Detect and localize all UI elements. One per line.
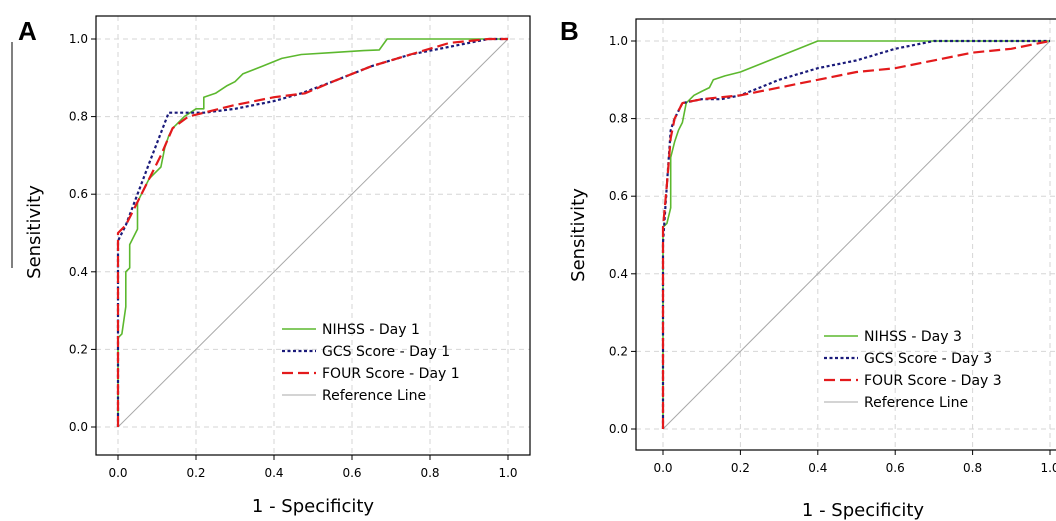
y-tick-label: 0.6 (69, 187, 88, 201)
x-tick-label: 0.0 (653, 461, 672, 475)
panel-letter: A (18, 16, 37, 46)
x-tick-label: 0.8 (963, 461, 982, 475)
x-tick-label: 0.2 (731, 461, 750, 475)
legend-label: GCS Score - Day 3 (864, 351, 992, 367)
y-tick-label: 0.8 (609, 112, 628, 126)
legend-label: Reference Line (322, 388, 426, 404)
series-line-reference-line (117, 38, 509, 428)
y-tick-label: 0.4 (69, 265, 88, 279)
x-tick-label: 0.6 (886, 461, 905, 475)
series-line-four-score-day-3 (661, 39, 1051, 429)
x-tick-label: 0.2 (186, 466, 205, 480)
y-tick-label: 1.0 (69, 32, 88, 46)
x-tick-label: 1.0 (498, 466, 517, 480)
y-axis-title: Sensitivity (24, 185, 45, 279)
y-tick-label: 0.6 (609, 189, 628, 203)
y-tick-label: 0.8 (69, 110, 88, 124)
x-tick-label: 0.0 (108, 466, 127, 480)
x-tick-label: 1.0 (1040, 461, 1056, 475)
x-axis-title: 1 - Specificity (252, 496, 375, 517)
series-line-nihss-day-1 (117, 38, 508, 427)
legend-label: FOUR Score - Day 3 (864, 373, 1002, 389)
plot-frame (635, 18, 1056, 451)
y-tick-label: 0.2 (69, 342, 88, 356)
y-tick-label: 0.0 (609, 422, 628, 436)
legend-label: Reference Line (864, 395, 968, 411)
y-tick-label: 0.4 (609, 267, 628, 281)
x-axis-title: 1 - Specificity (802, 500, 925, 521)
series-line-gcs-score-day-1 (116, 37, 508, 427)
y-axis-title: Sensitivity (568, 188, 589, 282)
legend-label: NIHSS - Day 3 (864, 329, 962, 345)
legend-label: FOUR Score - Day 1 (322, 366, 460, 382)
series-line-four-score-day-1 (116, 37, 508, 427)
x-tick-label: 0.8 (420, 466, 439, 480)
legend: NIHSS - Day 1 GCS Score - Day 1 FOUR Score… (282, 322, 460, 404)
x-tick-label: 0.4 (808, 461, 827, 475)
y-tick-label: 1.0 (609, 34, 628, 48)
y-tick-label: 0.2 (609, 344, 628, 358)
series-line-nihss-day-3 (662, 40, 1050, 429)
y-tick-label: 0.0 (69, 420, 88, 434)
legend: NIHSS - Day 3 GCS Score - Day 3 FOUR Score… (824, 329, 1002, 411)
series-line-reference-line (662, 40, 1051, 430)
panel-b: 0.0 0.2 0.4 0.6 0.8 1.0 0.0 0.2 0.4 0.6 0.8 1.0 1 - … (560, 16, 1056, 521)
panel-letter: B (560, 16, 579, 46)
plot-frame (95, 15, 531, 456)
x-tick-label: 0.6 (342, 466, 361, 480)
legend-label: NIHSS - Day 1 (322, 322, 420, 338)
panel-a: 0.0 0.2 0.4 0.6 0.8 1.0 0.0 0.2 0.4 0.6 0.8 1.0 1 - … (18, 15, 531, 517)
x-tick-label: 0.4 (264, 466, 283, 480)
legend-label: GCS Score - Day 1 (322, 344, 450, 360)
series-line-gcs-score-day-3 (661, 39, 1050, 429)
